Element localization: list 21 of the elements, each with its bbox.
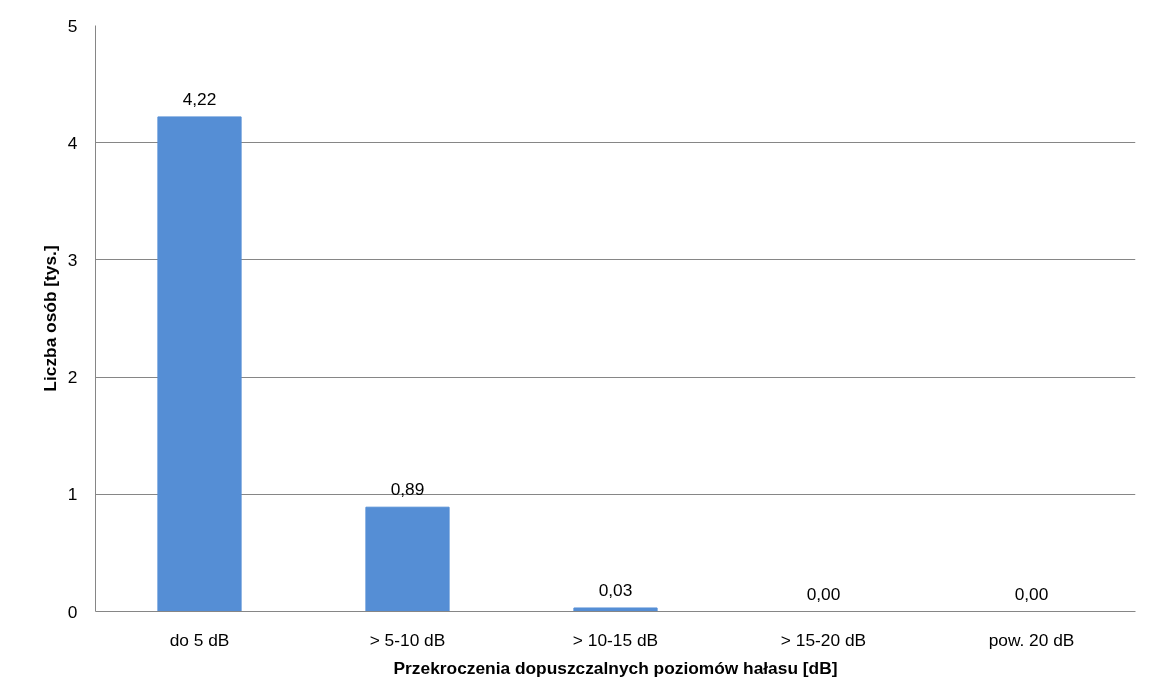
y-tick-label: 2 [67,367,78,388]
x-tick-label: pow. 20 dB [988,629,1075,650]
data-label: 0,89 [390,479,425,500]
bar [573,607,658,612]
y-tick-label: 3 [67,249,78,270]
x-tick-label: > 10-15 dB [572,629,659,650]
x-tick-label: > 5-10 dB [369,629,446,650]
y-tick-label: 1 [67,484,78,505]
y-tick-label: 0 [67,601,78,622]
data-label: 0,00 [1014,583,1049,604]
bar [365,506,450,612]
data-label: 4,22 [182,88,217,109]
x-tick-label: do 5 dB [169,629,230,650]
bar [157,116,242,612]
y-tick-label: 5 [67,15,78,36]
x-tick-label: > 15-20 dB [780,629,867,650]
y-axis-title: Liczba osób [tys.] [39,245,60,392]
x-axis-title: Przekroczenia dopuszczalnych poziomów hałasu [dB] [393,657,838,678]
data-label: 0,00 [806,583,841,604]
data-label: 0,03 [598,579,633,600]
y-tick-label: 4 [67,132,78,153]
